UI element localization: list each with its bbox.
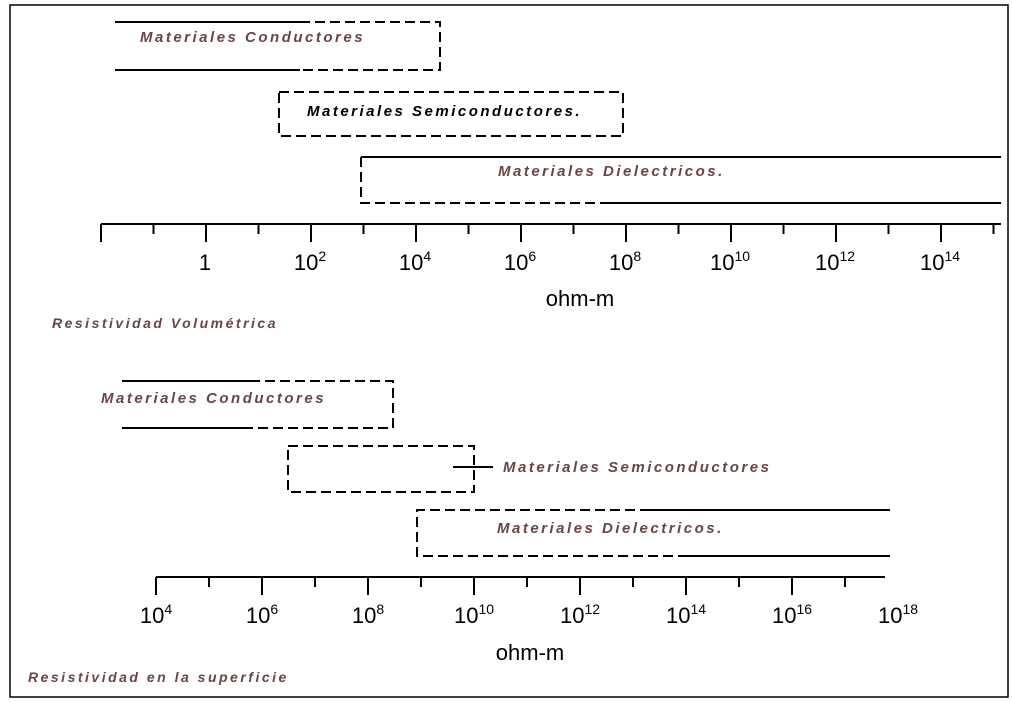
tick-label: 106 [504, 248, 536, 275]
axis-unit: ohm-m [496, 640, 564, 665]
tick-exponent: 4 [423, 248, 431, 264]
band-semiconductores-2: Materiales Semiconductores [287, 445, 771, 493]
tick-label: 106 [246, 601, 278, 628]
band-semiconductores-1: Materiales Semiconductores. [278, 91, 624, 137]
tick-label: 1014 [920, 248, 960, 275]
tick-base: 10 [504, 250, 528, 275]
tick-label: 1010 [710, 248, 750, 275]
tick-exponent: 6 [270, 601, 278, 617]
frame [9, 4, 1009, 698]
axis-unit: ohm-m [546, 286, 614, 311]
tick-exponent: 12 [584, 601, 600, 617]
tick-exponent: 18 [902, 601, 918, 617]
tick-label: 1012 [815, 248, 855, 275]
band-dielectricos-1: Materiales Dielectricos. [360, 156, 1001, 204]
tick-base: 10 [815, 250, 839, 275]
tick-exponent: 12 [839, 248, 855, 264]
tick-base: 10 [609, 250, 633, 275]
tick-exponent: 6 [528, 248, 536, 264]
tick-label: 1014 [666, 601, 706, 628]
tick-label: 108 [352, 601, 384, 628]
tick-exponent: 8 [376, 601, 384, 617]
tick-exponent: 16 [796, 601, 812, 617]
tick-exponent: 4 [164, 601, 172, 617]
tick-base: 10 [710, 250, 734, 275]
tick-label: 104 [140, 601, 172, 628]
caption: Resistividad Volumétrica [52, 315, 278, 331]
tick-exponent: 14 [944, 248, 960, 264]
band-label: Materiales Semiconductores. [307, 103, 582, 120]
tick-exponent: 2 [318, 248, 326, 264]
band-conductores-2: Materiales Conductores [101, 380, 394, 429]
tick-base: 10 [920, 250, 944, 275]
tick-label: 1010 [454, 601, 494, 628]
tick-label: 1012 [560, 601, 600, 628]
tick-exponent: 8 [633, 248, 641, 264]
band-label: Materiales Conductores [140, 29, 365, 46]
band-conductores-1: Materiales Conductores [115, 21, 441, 71]
band-label: Materiales Dielectricos. [497, 520, 724, 537]
tick-base: 10 [560, 603, 584, 628]
tick-label: 102 [294, 248, 326, 275]
tick-base: 10 [772, 603, 796, 628]
tick-base: 10 [140, 603, 164, 628]
band-label: Materiales Conductores [101, 390, 326, 407]
tick-base: 10 [294, 250, 318, 275]
tick-exponent: 10 [478, 601, 494, 617]
band-label: Materiales Dielectricos. [498, 163, 725, 180]
tick-base: 10 [246, 603, 270, 628]
tick-label: 1018 [878, 601, 918, 628]
tick-label: 104 [399, 248, 431, 275]
tick-label: 1 [199, 250, 211, 275]
tick-base: 10 [352, 603, 376, 628]
tick-exponent: 14 [690, 601, 706, 617]
band-label: Materiales Semiconductores [503, 459, 771, 476]
caption: Resistividad en la superficie [28, 669, 289, 685]
tick-label: 1016 [772, 601, 812, 628]
tick-base: 10 [399, 250, 423, 275]
tick-base: 10 [454, 603, 478, 628]
tick-base: 1 [199, 250, 211, 275]
tick-label: 108 [609, 248, 641, 275]
band-dielectricos-2: Materiales Dielectricos. [416, 509, 890, 557]
tick-exponent: 10 [734, 248, 750, 264]
tick-base: 10 [666, 603, 690, 628]
tick-base: 10 [878, 603, 902, 628]
